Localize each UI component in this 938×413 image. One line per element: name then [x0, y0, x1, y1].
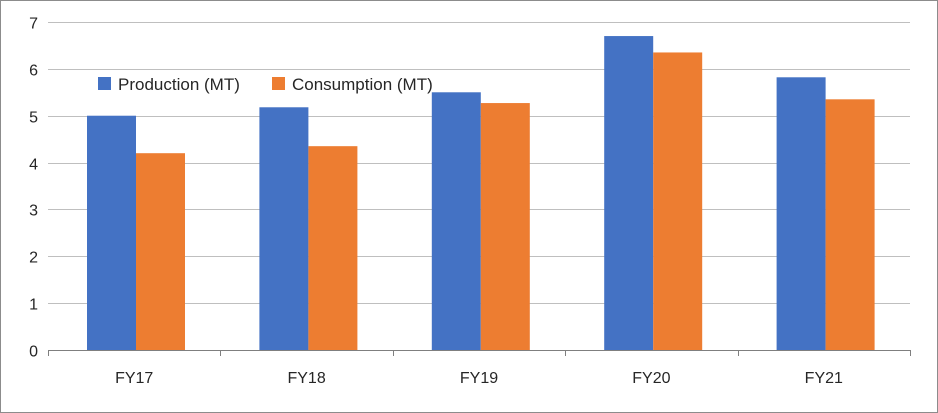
legend-label-consumption: Consumption (MT) [292, 75, 433, 94]
legend-swatch-production [98, 77, 111, 90]
x-tick-label-fy17: FY17 [115, 370, 153, 387]
x-tick-label-fy20: FY20 [632, 370, 670, 387]
bars [87, 36, 875, 351]
bar-production-fy19 [431, 92, 481, 351]
y-axis-tick-labels: 0 1 2 3 4 5 6 7 [29, 16, 38, 361]
bar-consumption-fy21 [825, 99, 875, 350]
y-tick-label-4: 4 [29, 157, 38, 174]
y-tick-label-0: 0 [29, 344, 38, 361]
y-tick-label-5: 5 [29, 110, 38, 127]
bar-production-fy21 [776, 77, 826, 350]
y-tick-label-3: 3 [29, 203, 38, 220]
x-tick-label-fy19: FY19 [460, 370, 498, 387]
x-axis [48, 350, 911, 356]
bar-consumption-fy19 [480, 103, 530, 350]
legend-label-production: Production (MT) [118, 75, 240, 94]
legend-swatch-consumption [272, 77, 285, 90]
legend: Production (MT) Consumption (MT) [98, 75, 433, 94]
y-tick-label-2: 2 [29, 250, 38, 267]
x-axis-tick-labels: FY17 FY18 FY19 FY20 FY21 [115, 370, 843, 387]
bar-consumption-fy20 [653, 52, 703, 350]
y-tick-label-1: 1 [29, 297, 38, 314]
bar-consumption-fy17 [136, 153, 185, 350]
y-tick-label-6: 6 [29, 63, 38, 80]
bar-consumption-fy18 [308, 146, 358, 350]
bar-production-fy17 [87, 115, 136, 350]
x-tick-label-fy18: FY18 [287, 370, 325, 387]
x-tick-label-fy21: FY21 [805, 370, 843, 387]
y-tick-label-7: 7 [29, 16, 38, 33]
bar-production-fy20 [604, 36, 654, 351]
bar-production-fy18 [259, 107, 309, 350]
